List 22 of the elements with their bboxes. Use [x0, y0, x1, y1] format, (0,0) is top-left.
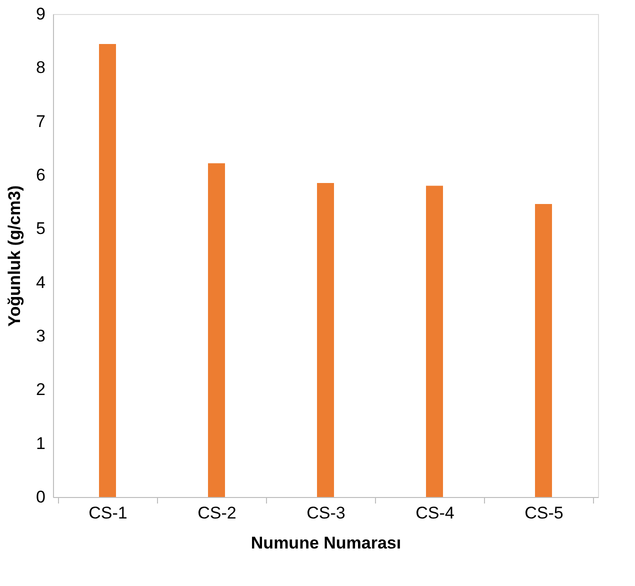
y-tick-label: 0: [36, 488, 46, 506]
x-tick-label: CS-2: [198, 504, 236, 522]
bar: [208, 163, 225, 497]
y-tick-label: 1: [36, 434, 46, 453]
y-tick-label: 4: [36, 272, 46, 292]
x-tick-label: CS-4: [416, 504, 454, 522]
y-tick-label: 2: [36, 380, 46, 400]
y-tick-label: 3: [36, 326, 46, 346]
x-tick-label: CS-1: [88, 504, 128, 522]
y-tick-label: 7: [36, 112, 46, 131]
bar: [426, 186, 443, 497]
bar: [99, 44, 116, 497]
bar: [317, 183, 334, 497]
y-tick-label: 5: [36, 219, 46, 238]
x-tick-label: CS-3: [306, 504, 346, 522]
y-axis-title: Yoğunluk (g/cm3): [5, 185, 24, 327]
x-axis-title: Numune Numarası: [250, 534, 402, 552]
bar: [535, 204, 552, 497]
x-tick-label: CS-5: [524, 504, 564, 522]
y-tick-label: 8: [36, 58, 46, 78]
y-tick-label: 9: [36, 4, 46, 24]
y-tick-label: 6: [36, 166, 46, 184]
